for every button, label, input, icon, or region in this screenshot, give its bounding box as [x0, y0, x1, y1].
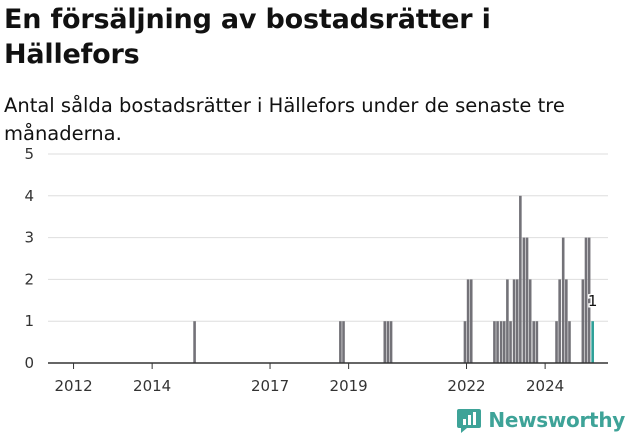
bar-highlight: [591, 321, 594, 363]
bar: [463, 321, 467, 363]
bar: [493, 321, 496, 363]
brand-name: Newsworthy: [488, 408, 625, 432]
bar: [525, 237, 529, 363]
bar: [339, 321, 342, 363]
x-tick-label: 2017: [251, 377, 289, 395]
chart-title: En försäljning av bostadsrätter i Hällef…: [4, 4, 491, 70]
bar: [342, 321, 345, 363]
chart-subtitle: Antal sålda bostadsrätter i Hällefors un…: [4, 94, 565, 145]
y-tick-label: 1: [24, 312, 34, 330]
bar: [561, 237, 565, 363]
bar: [499, 321, 503, 363]
bar: [558, 279, 561, 363]
y-tick-label: 4: [24, 187, 34, 205]
x-tick-label: 2024: [526, 377, 564, 395]
x-tick-label: 2014: [133, 377, 171, 395]
bar: [512, 279, 516, 363]
y-tick-label: 0: [24, 354, 34, 372]
x-tick-label: 2012: [54, 377, 92, 395]
bar: [568, 321, 571, 363]
bar: [515, 279, 519, 363]
x-tick-label: 2019: [330, 377, 368, 395]
newsworthy-logo: Newsworthy: [456, 407, 625, 433]
bar: [565, 279, 568, 363]
y-tick-label: 2: [24, 270, 34, 288]
bar: [519, 195, 522, 363]
newsworthy-chart-icon: [457, 409, 482, 433]
bar: [506, 279, 509, 363]
bar: [496, 321, 499, 363]
bar: [386, 321, 390, 363]
bar: [555, 321, 558, 363]
bar: [383, 321, 387, 363]
bar: [532, 321, 536, 363]
bar: [389, 321, 393, 363]
bar: [581, 279, 585, 363]
bar: [193, 321, 196, 363]
bar: [584, 237, 588, 363]
bar: [466, 279, 470, 363]
bar: [509, 321, 512, 363]
y-tick-label: 3: [24, 229, 34, 247]
bar: [522, 237, 526, 363]
bar: [535, 321, 539, 363]
bar: [469, 279, 473, 363]
x-tick-label: 2022: [447, 377, 485, 395]
highlight-data-label: 1: [588, 292, 598, 310]
y-tick-label: 5: [24, 145, 34, 163]
bar: [587, 237, 591, 363]
bar: [502, 321, 506, 363]
bar: [528, 279, 532, 363]
